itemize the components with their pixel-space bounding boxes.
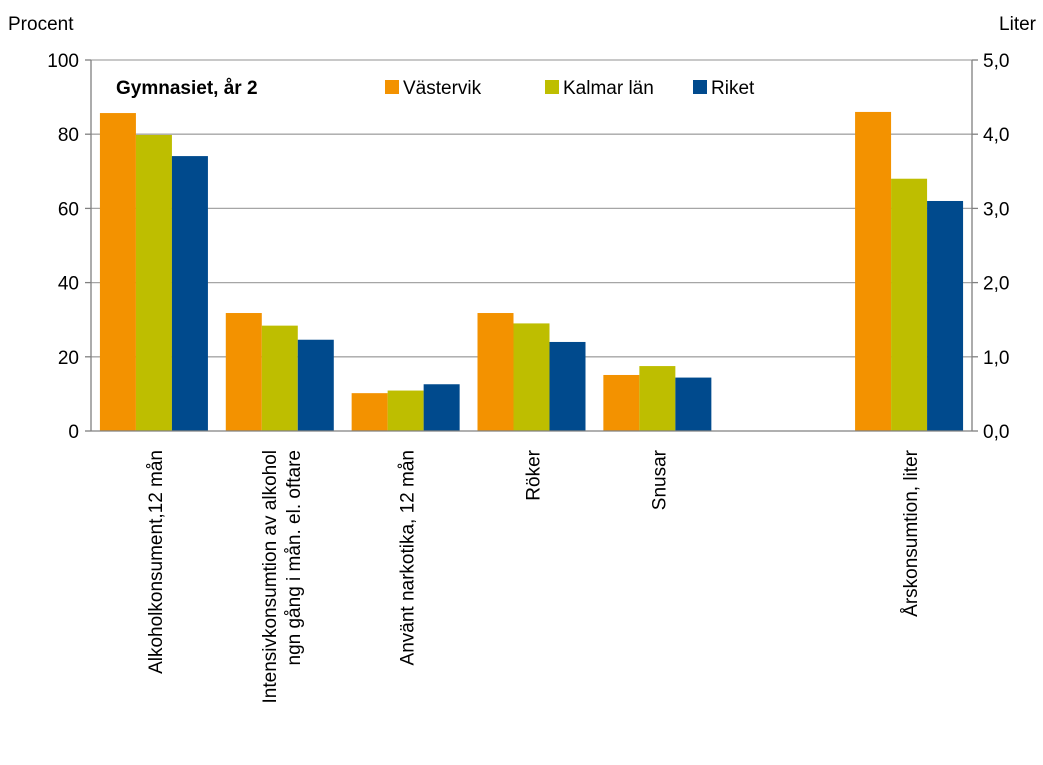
category-label: Intensivkonsumtion av alkohol [260,450,281,703]
bar [477,313,514,431]
right-tick-label: 4,0 [983,125,1009,146]
axes [85,59,978,432]
category-label: Snusar [649,449,670,510]
bar [261,325,298,431]
category-label: ngn gång i mån. el. oftare [284,450,305,665]
legend-swatch-riket [693,80,707,94]
category-label: Röker [524,449,545,500]
right-tick-label: 2,0 [983,274,1009,295]
left-tick-label: 0 [68,422,79,443]
left-tick-label: 60 [58,199,79,220]
left-tick-label: 80 [58,125,79,146]
legend-label-vastervik: Västervik [403,78,482,99]
bar [99,113,136,431]
left-tick-label: 40 [58,274,79,295]
tick-labels: 0 0,0 20 1,0 40 2,0 60 3,0 80 4,0 100 5,0 [47,51,1009,443]
legend-swatch-kalmar-lan [545,80,559,94]
legend-label-riket: Riket [711,78,755,99]
bar [603,374,640,431]
right-tick-label: 5,0 [983,51,1009,72]
right-axis-label: Liter [999,14,1037,35]
chart-title: Gymnasiet, år 2 [116,78,258,99]
bar [675,377,712,431]
legend-label-kalmar-lan: Kalmar län [563,78,654,99]
category-label: Alkoholkonsument,12 mån [146,450,167,674]
left-tick-label: 100 [47,51,79,72]
bar [225,313,262,431]
right-tick-label: 0,0 [983,422,1009,443]
category-label: Årskonsumtion, liter [901,449,922,617]
right-tick-label: 1,0 [983,348,1009,369]
right-tick-label: 3,0 [983,199,1009,220]
bar [387,390,424,431]
bar [171,156,208,432]
bar [135,134,172,431]
category-labels: Alkoholkonsument,12 mån Intensivkonsumtio… [146,449,922,703]
bar [891,178,928,431]
bar [639,366,676,431]
bar [855,111,892,431]
bar [351,393,388,431]
gridlines [91,59,972,358]
bar [927,200,964,431]
category-label: Använt narkotika, 12 mån [398,450,419,665]
legend: Västervik Kalmar län Riket [385,78,755,99]
bar [513,323,550,431]
bar [297,339,334,431]
bar [549,341,586,431]
bars [99,111,964,432]
left-tick-label: 20 [58,348,79,369]
left-axis-label: Procent [8,14,74,35]
legend-swatch-vastervik [385,80,399,94]
bar [423,384,460,431]
